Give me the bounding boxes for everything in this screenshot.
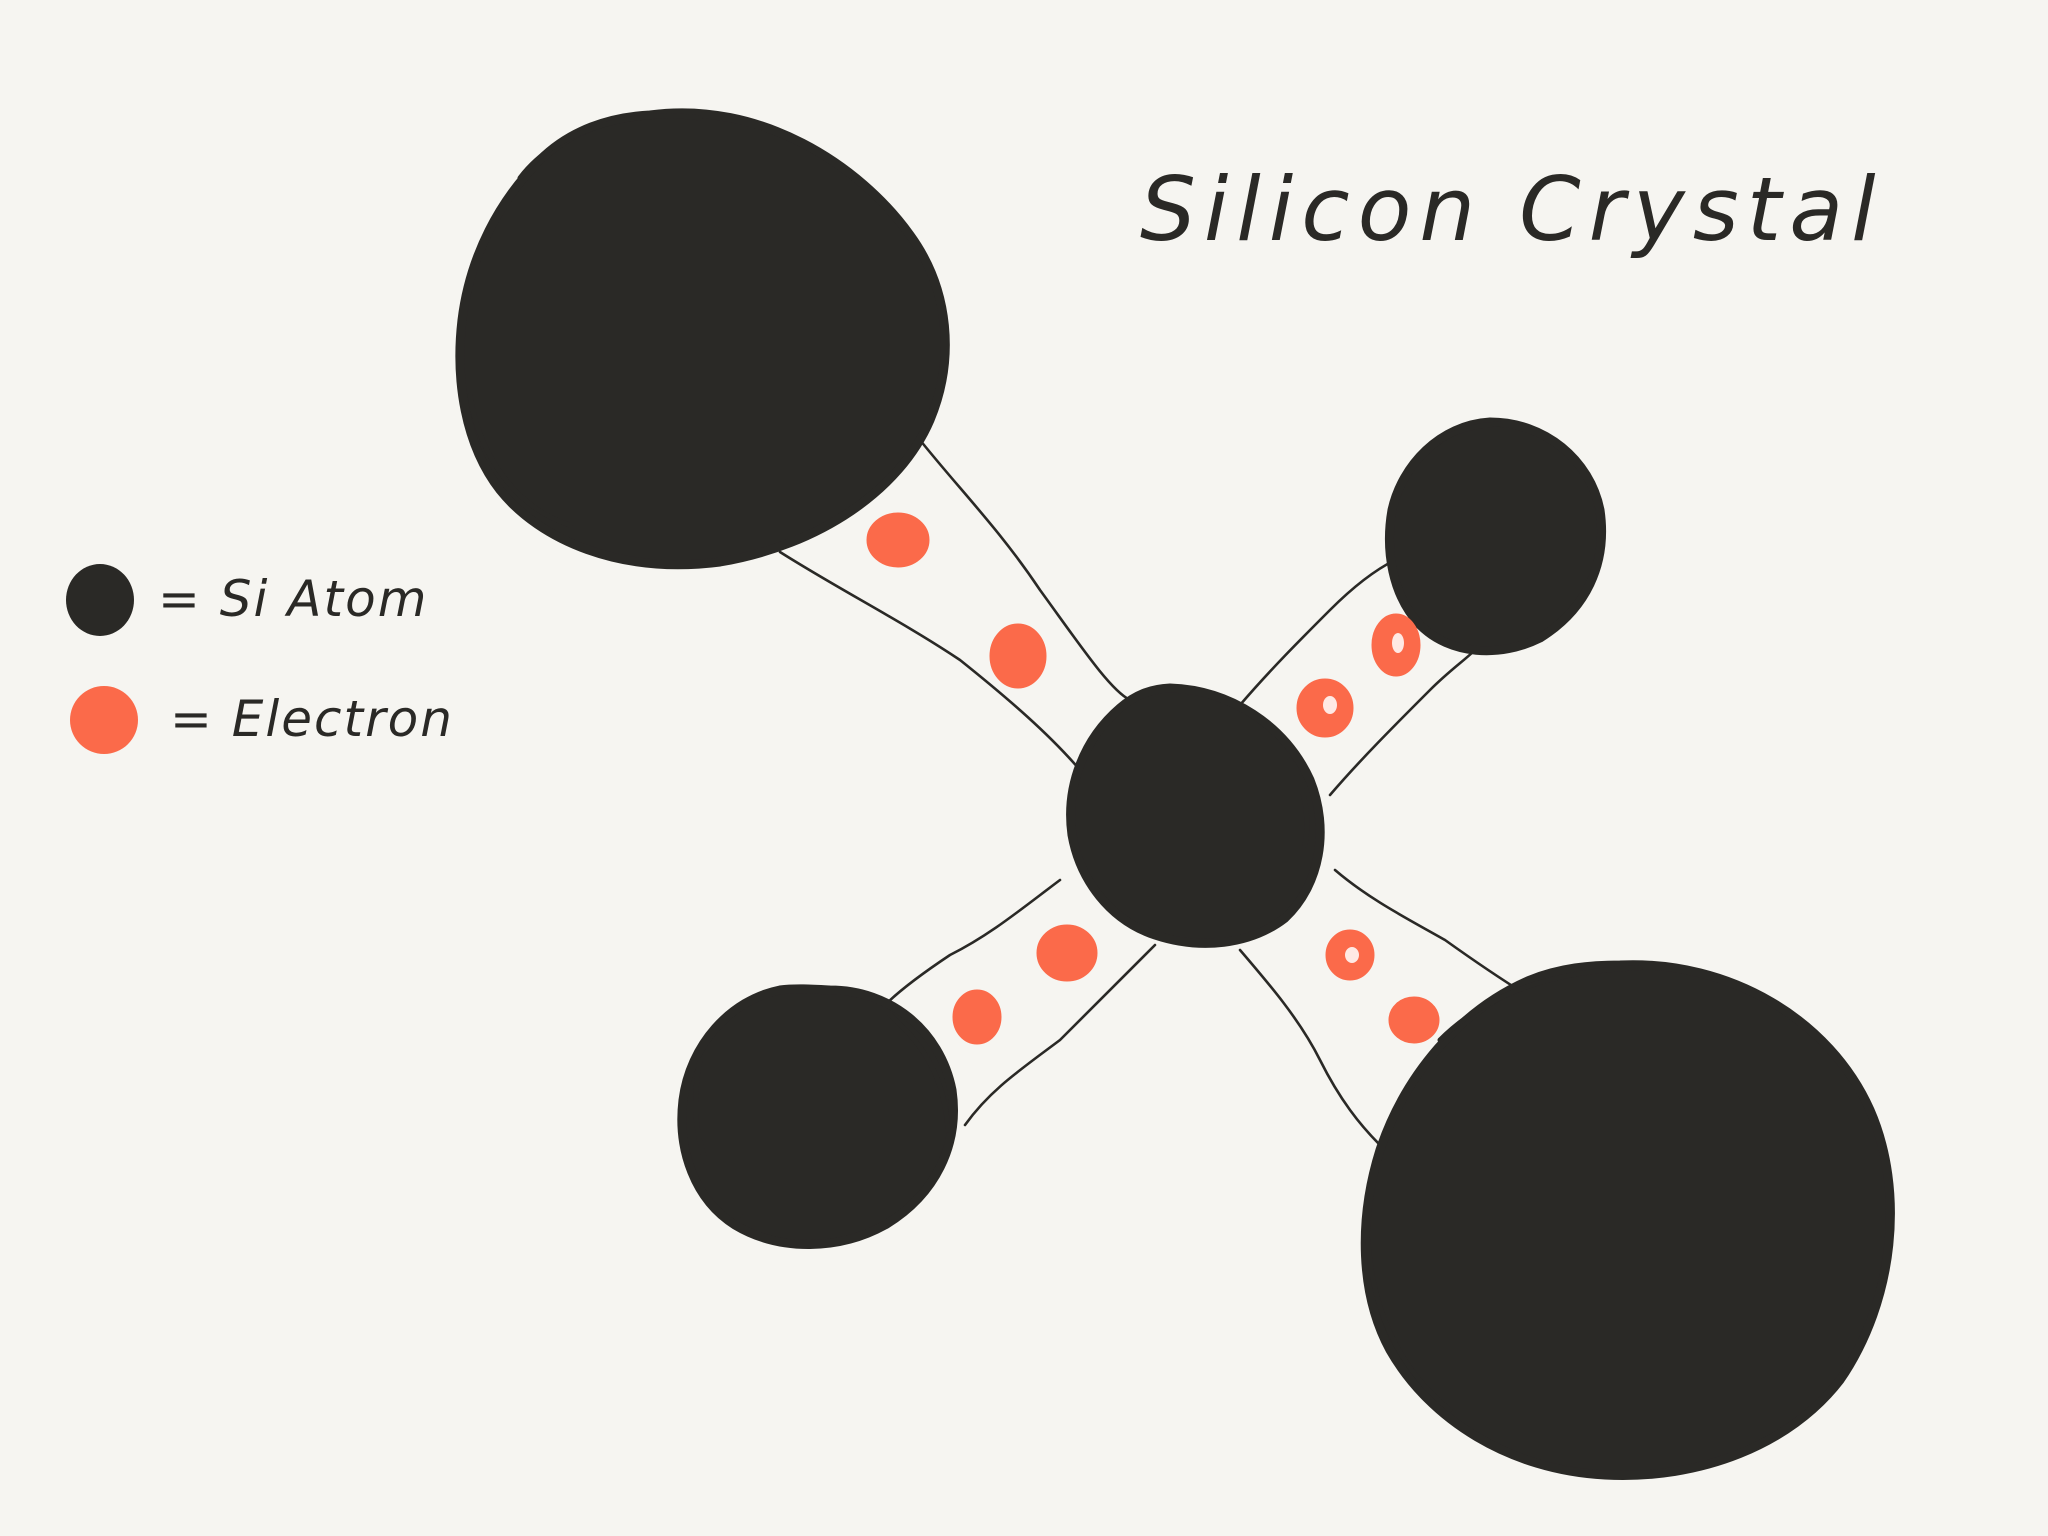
atom-top-right — [1384, 417, 1607, 656]
electron-dot — [866, 512, 930, 568]
electron-dot — [1036, 924, 1098, 982]
atom-bottom-left — [677, 984, 958, 1249]
legend-atom-label: = Si Atom — [158, 570, 428, 628]
electron-dot — [1325, 929, 1375, 981]
legend-atom-icon — [66, 564, 134, 636]
electron-dot — [1371, 613, 1421, 677]
diagram-title: Silicon Crystal — [1140, 158, 1884, 261]
bond-bottom-left — [883, 878, 1157, 1127]
legend: = Si Atom = Electron — [66, 564, 454, 754]
electron-dot — [1388, 996, 1440, 1044]
legend-atom-row: = Si Atom — [66, 564, 428, 636]
electron-dot — [952, 989, 1002, 1045]
electron-dot — [989, 623, 1047, 689]
bond-bottom-right — [1238, 868, 1537, 1147]
legend-electron-row: = Electron — [70, 686, 454, 754]
atom-bottom-right — [1360, 960, 1895, 1480]
legend-electron-label: = Electron — [170, 690, 454, 748]
electron-pair-bottom-right — [1325, 929, 1440, 1044]
atom-center — [1066, 683, 1325, 948]
electron-pair-bottom-left — [952, 924, 1098, 1045]
bond-top-left — [778, 438, 1132, 772]
electron-pair-top-right — [1296, 613, 1421, 738]
electron-pair-top-left — [866, 512, 1047, 689]
atom-top-left — [455, 108, 950, 570]
legend-electron-icon — [70, 686, 138, 754]
bond-top-right — [1238, 558, 1477, 797]
electron-dot — [1296, 678, 1354, 738]
